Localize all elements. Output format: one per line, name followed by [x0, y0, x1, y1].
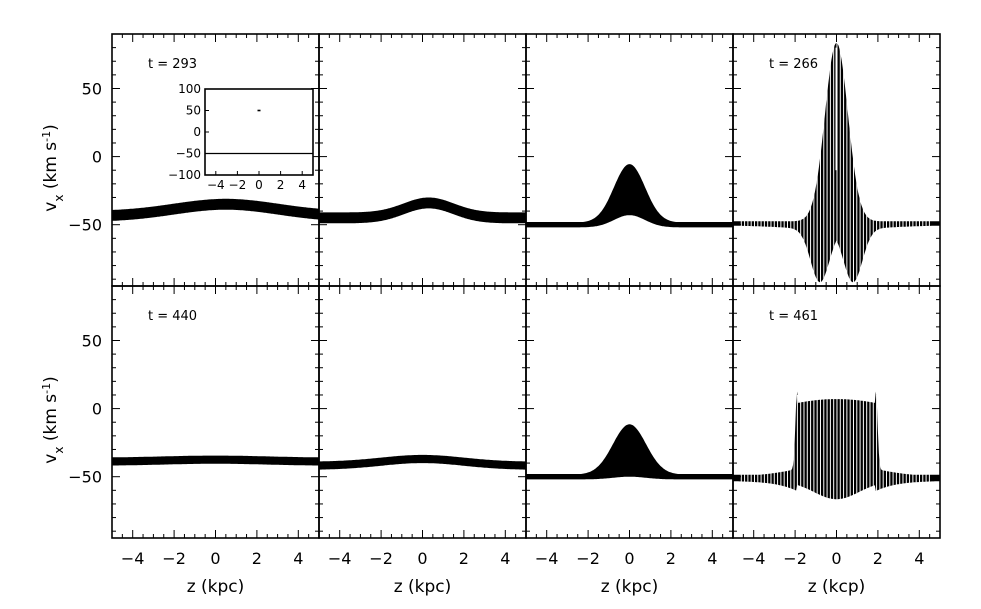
x-tick-label: 2 [252, 549, 262, 568]
x-tick-label: 4 [914, 549, 924, 568]
x-tick-label: 0 [831, 549, 841, 568]
inset-x-tick-label: −2 [229, 178, 247, 192]
inset-y-tick-label: 50 [186, 104, 201, 118]
panel-time-label: t = 440 [148, 309, 197, 324]
x-tick-label: 0 [624, 549, 634, 568]
panel-frame [525, 285, 734, 539]
panel-1 [318, 33, 527, 287]
data-band [112, 455, 319, 466]
panel-frame [318, 285, 527, 539]
y-tick-label: 0 [92, 148, 102, 167]
y-tick-label: −50 [68, 468, 102, 487]
panel-time-label: t = 461 [769, 309, 818, 324]
panel-frame [318, 33, 527, 287]
panel-3: t = 266 [732, 33, 941, 287]
x-tick-label: 2 [873, 549, 883, 568]
x-tick-label: −4 [535, 549, 559, 568]
x-tick-label: 0 [417, 549, 427, 568]
panel-frame [111, 285, 320, 539]
y-tick-label: 50 [82, 79, 102, 98]
x-tick-label: −2 [783, 549, 807, 568]
inset-y-tick-label: 0 [193, 125, 201, 139]
inset-x-tick-label: −4 [207, 178, 225, 192]
inset-dot [257, 109, 261, 112]
y-axis-label-top: vx (km s-1) [40, 124, 67, 211]
x-tick-label: −2 [576, 549, 600, 568]
x-axis-label: z (kcp) [808, 577, 866, 597]
x-tick-label: 4 [293, 549, 303, 568]
inset-x-tick-label: 4 [298, 178, 306, 192]
data-band [319, 197, 526, 224]
x-tick-label: 2 [459, 549, 469, 568]
panel-time-label: t = 266 [769, 57, 818, 72]
panel-4: t = 440 −4 −2 0 2 4 z (kpc) −50 0 50 [68, 285, 320, 597]
x-axis-label: z (kpc) [187, 577, 245, 597]
data-band [112, 198, 319, 221]
y-tick-label: 0 [92, 400, 102, 419]
x-tick-label: −2 [162, 549, 186, 568]
data-band [319, 454, 526, 470]
x-tick-label: −4 [742, 549, 766, 568]
panel-6: −4 −2 0 2 4 z (kpc) [525, 285, 734, 597]
panel-5: −4 −2 0 2 4 z (kpc) [318, 285, 527, 597]
x-tick-label: 0 [210, 549, 220, 568]
panel-7: t = 461 −4 −2 0 2 4 z (kcp) [732, 285, 941, 597]
data-band [526, 164, 733, 228]
x-tick-label: −2 [369, 549, 393, 568]
x-tick-label: 2 [666, 549, 676, 568]
inset-y-tick-label: −100 [168, 168, 201, 182]
inset-x-tick-label: 2 [277, 178, 285, 192]
y-tick-label: 50 [82, 331, 102, 350]
panel-time-label: t = 293 [148, 57, 197, 72]
inset-x-tick-label: 0 [255, 178, 263, 192]
x-axis-label: z (kpc) [394, 577, 452, 597]
x-tick-label: 4 [500, 549, 510, 568]
y-axis-label-bottom: vx (km s-1) [40, 376, 67, 463]
x-axis-label: z (kpc) [601, 577, 659, 597]
panel-frame [525, 33, 734, 287]
inset-y-tick-label: −50 [176, 147, 201, 161]
inset-y-tick-label: 100 [178, 82, 201, 96]
x-tick-label: −4 [328, 549, 352, 568]
inset-frame [204, 88, 314, 176]
x-tick-label: −4 [121, 549, 145, 568]
y-tick-label: −50 [68, 216, 102, 235]
data-band [526, 424, 733, 480]
labels-layer: vx (km s-1) vx (km s-1) [40, 124, 67, 463]
x-tick-label: 4 [707, 549, 717, 568]
panel-2 [525, 33, 734, 287]
